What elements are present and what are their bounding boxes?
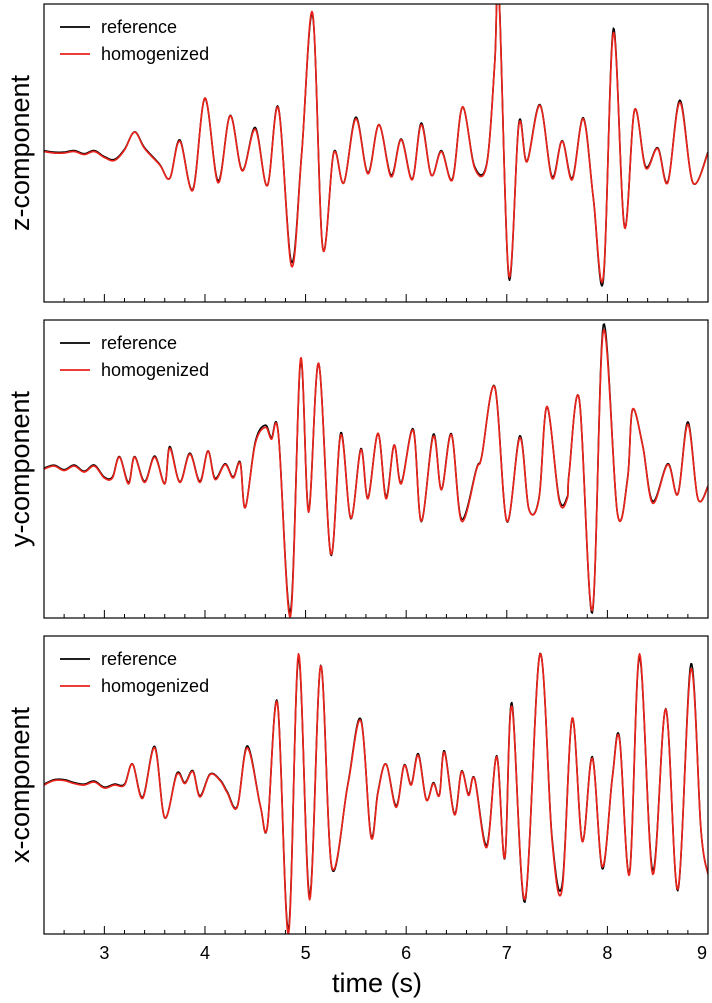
series-line-homogenized	[44, 653, 708, 934]
x-axis-label: time (s)	[332, 968, 422, 998]
x-tick-label: 7	[502, 943, 512, 963]
legend-label-homogenized: homogenized	[101, 360, 209, 380]
legend: reference homogenized	[60, 333, 209, 380]
series-line-homogenized	[44, 4, 708, 284]
legend-label-homogenized: homogenized	[101, 44, 209, 64]
panel-frame	[43, 319, 709, 619]
legend-label-homogenized: homogenized	[101, 676, 209, 696]
legend-label-reference: reference	[101, 333, 177, 353]
legend-label-reference: reference	[101, 17, 177, 37]
y-axis-label: z-component	[5, 74, 35, 231]
x-tick-label: 4	[200, 943, 210, 963]
legend: reference homogenized	[60, 17, 209, 64]
x-axis: time (s) 3 4 5 6 7 8 9	[99, 943, 707, 998]
x-tick-label: 3	[99, 943, 109, 963]
x-tick-label: 8	[602, 943, 612, 963]
y-axis-label: x-component	[5, 706, 35, 863]
x-tick-label: 9	[697, 943, 707, 963]
panel-frame	[43, 635, 709, 935]
legend: reference homogenized	[60, 649, 209, 696]
legend-label-reference: reference	[101, 649, 177, 669]
panel-y-component: y-component reference homogenized	[5, 319, 709, 619]
x-tick-label: 5	[301, 943, 311, 963]
panel-z-component: z-component reference homogenized	[5, 3, 709, 303]
x-tick-label: 6	[401, 943, 411, 963]
panel-x-component: x-component reference homogenized	[5, 635, 709, 935]
panel-frame	[43, 3, 709, 303]
series-line-homogenized	[44, 328, 708, 618]
panels: z-componentreferencehomogenizedy-compone…	[5, 3, 709, 935]
y-axis-label: y-component	[5, 390, 35, 547]
